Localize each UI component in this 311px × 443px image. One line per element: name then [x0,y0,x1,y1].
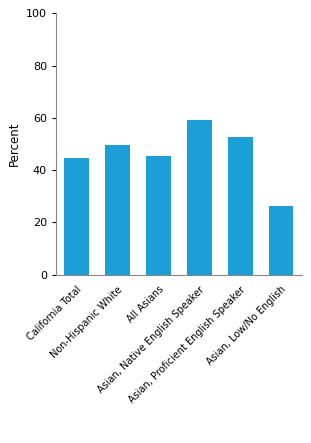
Bar [146,156,171,275]
Y-axis label: Percent: Percent [7,122,21,166]
Bar [269,206,294,275]
Bar [64,158,89,275]
Bar [105,145,130,275]
Bar [187,120,211,275]
Bar [228,137,253,275]
